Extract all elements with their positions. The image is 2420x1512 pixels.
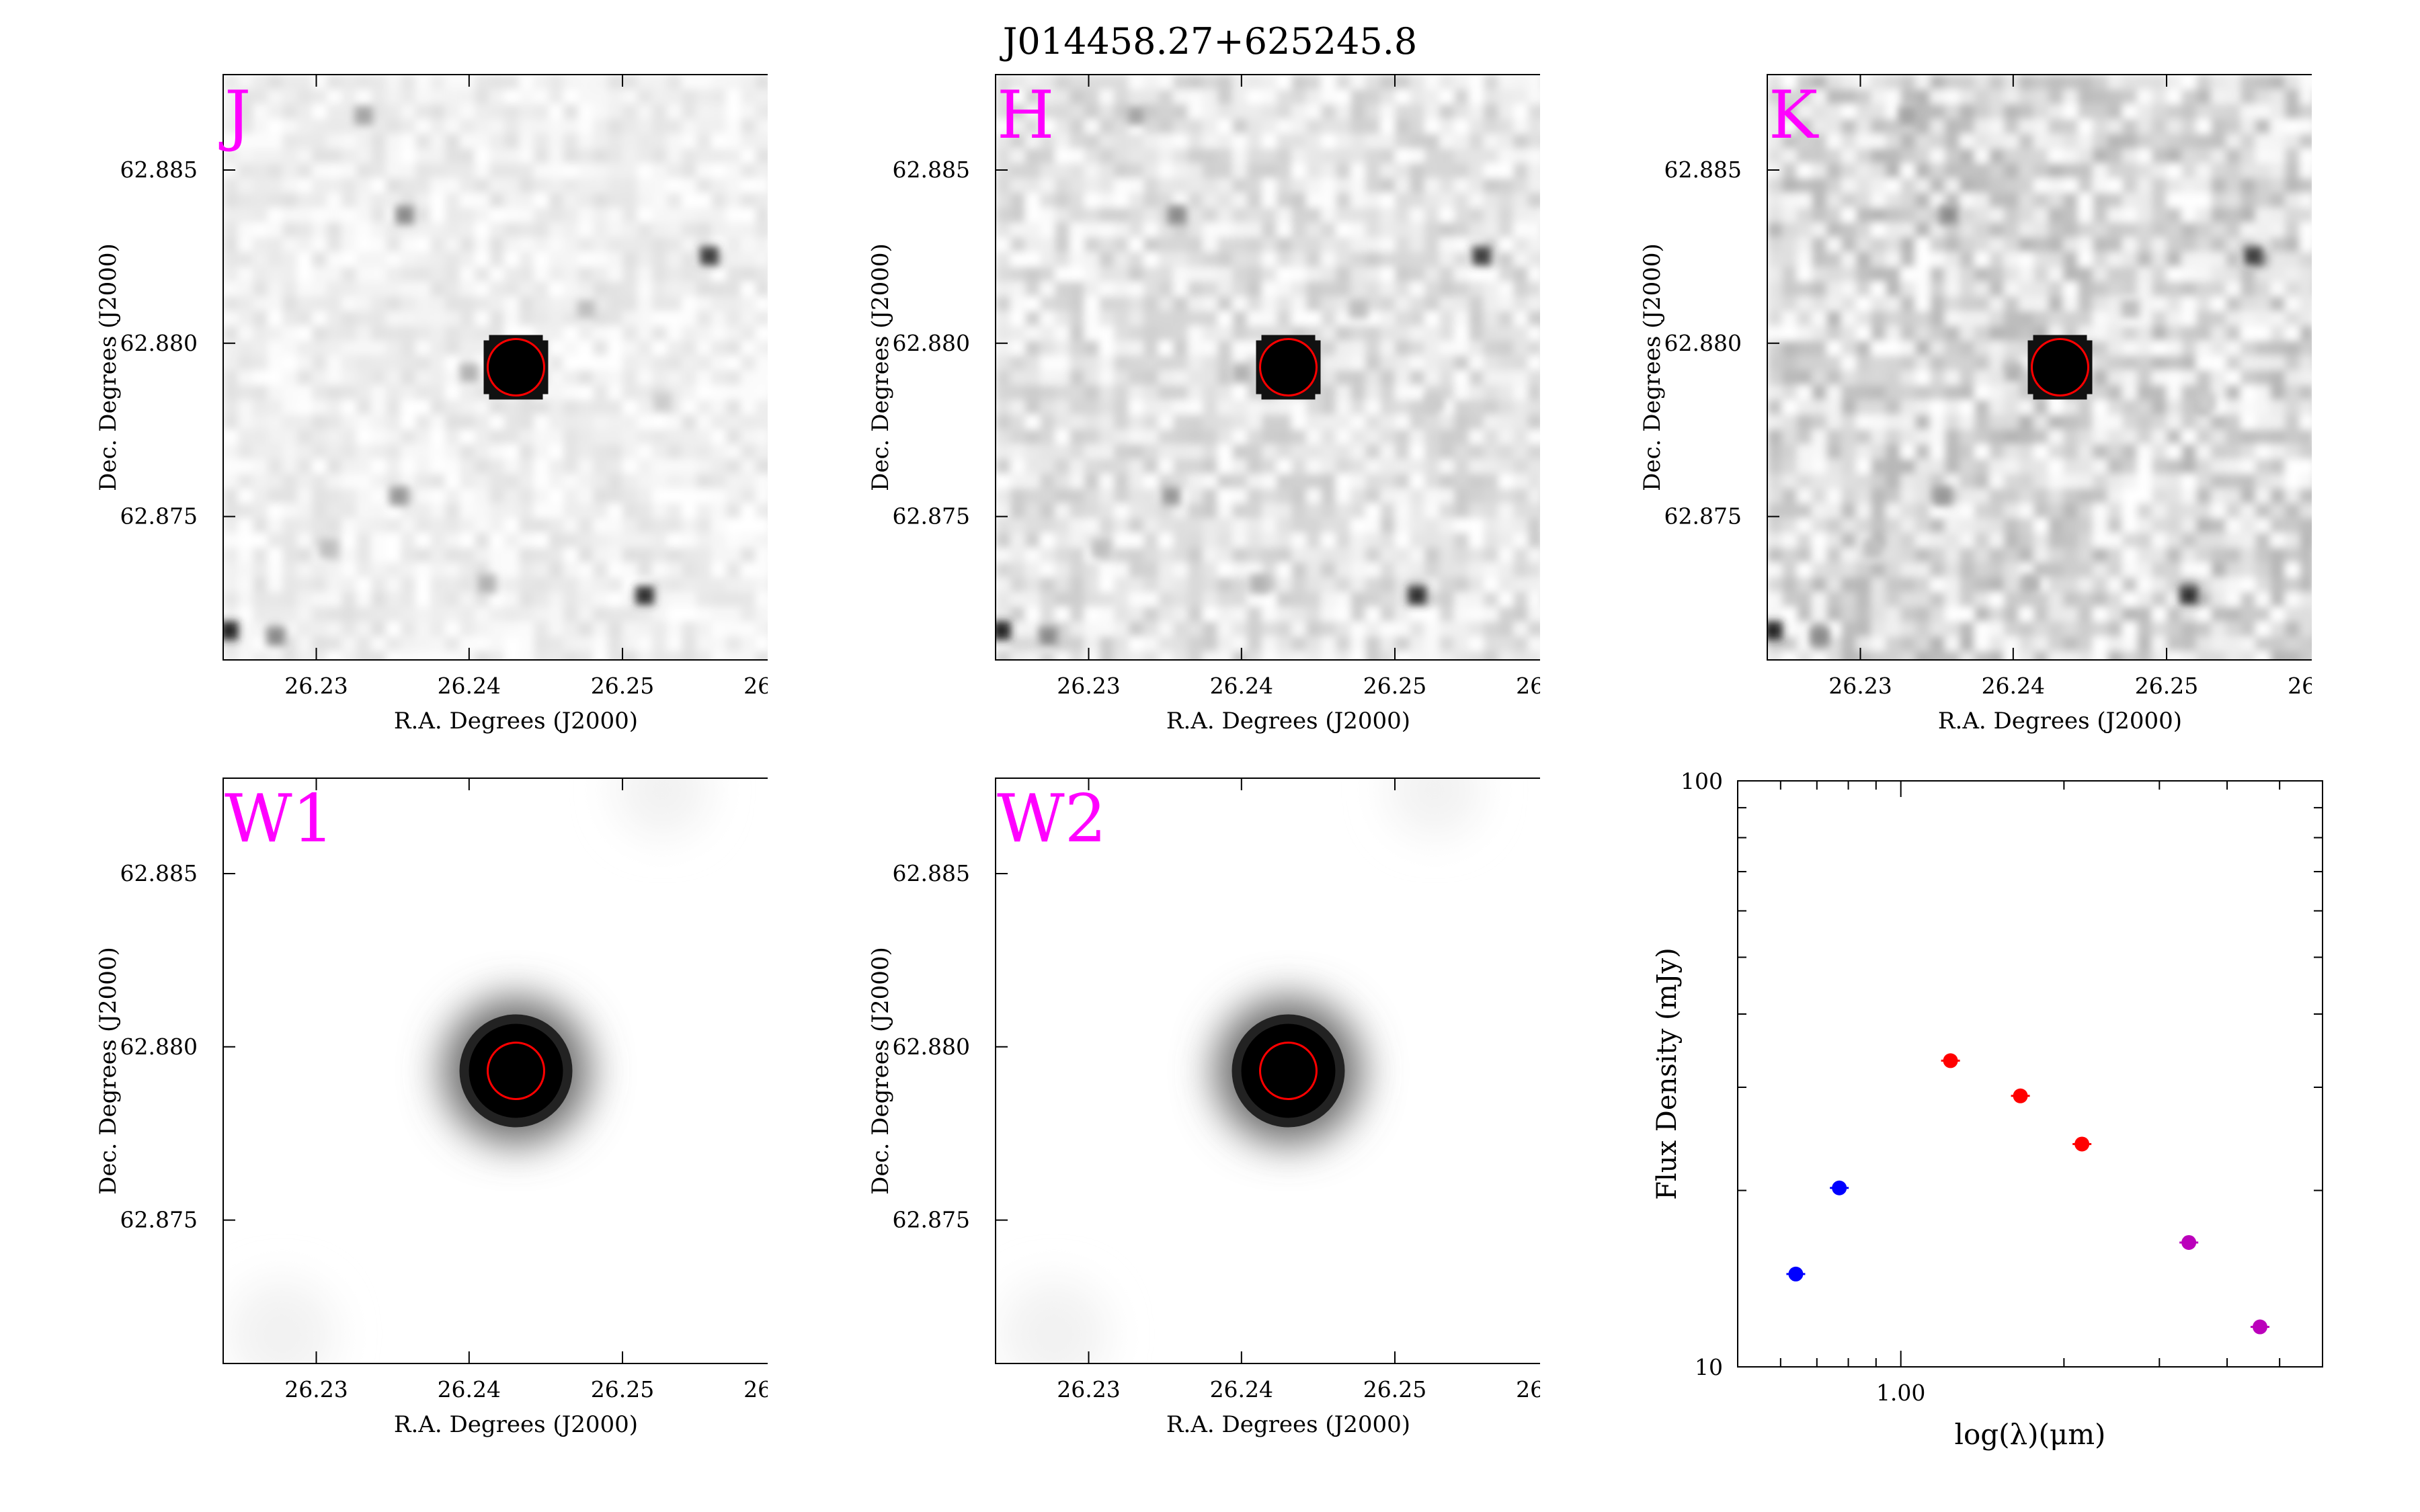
x-tick-label: 26.23 [1828,673,1892,699]
band-label: K [1769,77,1819,154]
target-circle [487,338,545,396]
sed-point [1943,1053,1958,1068]
y-tick-label: 62.885 [893,157,970,183]
y-tick-label: 62.875 [120,1207,198,1233]
y-tick-label: 62.885 [1664,157,1742,183]
x-tick-label: 26.24 [438,1376,501,1402]
sed-plot: 10 100 1.00 log(λ)(μm) Flux Density (mJy) [1652,768,2323,1451]
sed-point [2181,1234,2197,1250]
x-tick-label: 26.26 [743,1376,768,1402]
target-circle [487,1042,545,1100]
x-tick-label: 26.24 [438,673,501,699]
y-tick-label: 62.875 [120,503,198,530]
x-tick-label: 26.26 [1516,1376,1540,1402]
plot-frame [1737,780,2323,1368]
x-tick-label: 26.25 [2135,673,2198,699]
image-panel-k: 26.23 26.24 26.25 26.26 62.885 62.880 62.875 R.… [1639,74,2312,734]
sed-point [2074,1136,2090,1152]
image-panel-w2: 26.23 26.24 26.25 26.26 62.885 62.880 62.875 R.… [867,778,1540,1438]
y-axis-label: Dec. Degrees (J2000) [867,947,894,1195]
y-tick-label: 100 [1681,768,1723,794]
band-label: H [997,77,1054,154]
y-tick-label: 62.880 [120,1034,198,1060]
target-star [483,335,549,400]
x-axis-label: R.A. Degrees (J2000) [1166,708,1410,734]
x-tick-label: 26.23 [1057,673,1120,699]
figure-title: J014458.27+625245.8 [1002,20,1418,62]
y-tick-label: 62.875 [893,503,970,530]
x-axis-label: R.A. Degrees (J2000) [1938,708,2182,734]
y-tick-label: 62.885 [893,860,970,886]
y-axis-label: Dec. Degrees (J2000) [867,243,894,491]
x-tick-label: 26.24 [1210,1376,1273,1402]
image-panel-j: 26.23 26.24 26.25 26.26 62.885 62.880 62.875 R.… [95,74,768,734]
x-tick-label: 26.24 [1982,673,2045,699]
y-tick-label: 62.880 [1664,330,1742,356]
y-axis-label: Dec. Degrees (J2000) [1639,243,1666,491]
target-star [1232,1014,1345,1128]
x-tick-label: 26.26 [2288,673,2312,699]
y-axis-label: Dec. Degrees (J2000) [95,947,122,1195]
sed-point [2252,1319,2267,1335]
y-tick-label: 10 [1695,1354,1723,1380]
image-panel-w1: 26.23 26.24 26.25 26.26 62.885 62.880 62.875 R.… [95,778,768,1438]
x-tick-label: 26.23 [1057,1376,1120,1402]
plot-frame [995,74,1540,661]
plot-frame [995,778,1540,1364]
x-axis-label: R.A. Degrees (J2000) [1166,1411,1410,1438]
target-star [1256,335,1321,400]
plot-frame [223,778,768,1364]
x-tick-label: 26.24 [1210,673,1273,699]
band-label: J [218,77,251,154]
plot-frame [223,74,768,661]
target-star [459,1014,573,1128]
sed-point [2013,1088,2028,1103]
x-tick-label: 26.25 [1363,673,1426,699]
x-tick-label: 26.26 [1516,673,1540,699]
target-circle [1259,1042,1318,1100]
sed-point [1788,1266,1804,1282]
x-tick-label: 26.23 [284,673,348,699]
x-tick-label: 26.25 [1363,1376,1426,1402]
target-star [2027,335,2093,400]
field-stars [223,106,719,646]
y-axis-label: Flux Density (mJy) [1652,948,1683,1200]
y-tick-label: 62.885 [120,157,198,183]
x-tick-label: 26.23 [284,1376,348,1402]
y-axis-label: Dec. Degrees (J2000) [95,243,122,491]
noise-texture [996,75,1540,660]
image-panel-h: 26.23 26.24 26.25 26.26 62.885 62.880 62.875 R.… [867,74,1540,734]
x-axis-label: R.A. Degrees (J2000) [394,1411,638,1438]
x-tick-label: 26.26 [743,673,768,699]
y-tick-label: 62.875 [1664,503,1742,530]
x-tick-label: 1.00 [1876,1380,1925,1406]
y-tick-label: 62.875 [893,1207,970,1233]
band-label: W1 [225,781,334,857]
x-axis-label: R.A. Degrees (J2000) [394,708,638,734]
y-tick-label: 62.880 [893,1034,970,1060]
x-tick-label: 26.25 [591,673,654,699]
x-axis-label: log(λ)(μm) [1955,1418,2106,1451]
x-tick-label: 26.25 [591,1376,654,1402]
target-circle [1259,338,1318,396]
y-tick-label: 62.885 [120,860,198,886]
noise-texture [223,75,768,660]
plot-frame [1767,74,2312,661]
target-circle [2031,338,2089,396]
y-tick-label: 62.880 [893,330,970,356]
y-tick-label: 62.880 [120,330,198,356]
sed-point [1832,1180,1847,1195]
field-stars [996,106,1491,646]
noise-texture [1767,75,2312,660]
band-label: W2 [997,781,1106,857]
field-stars [1767,106,2263,646]
